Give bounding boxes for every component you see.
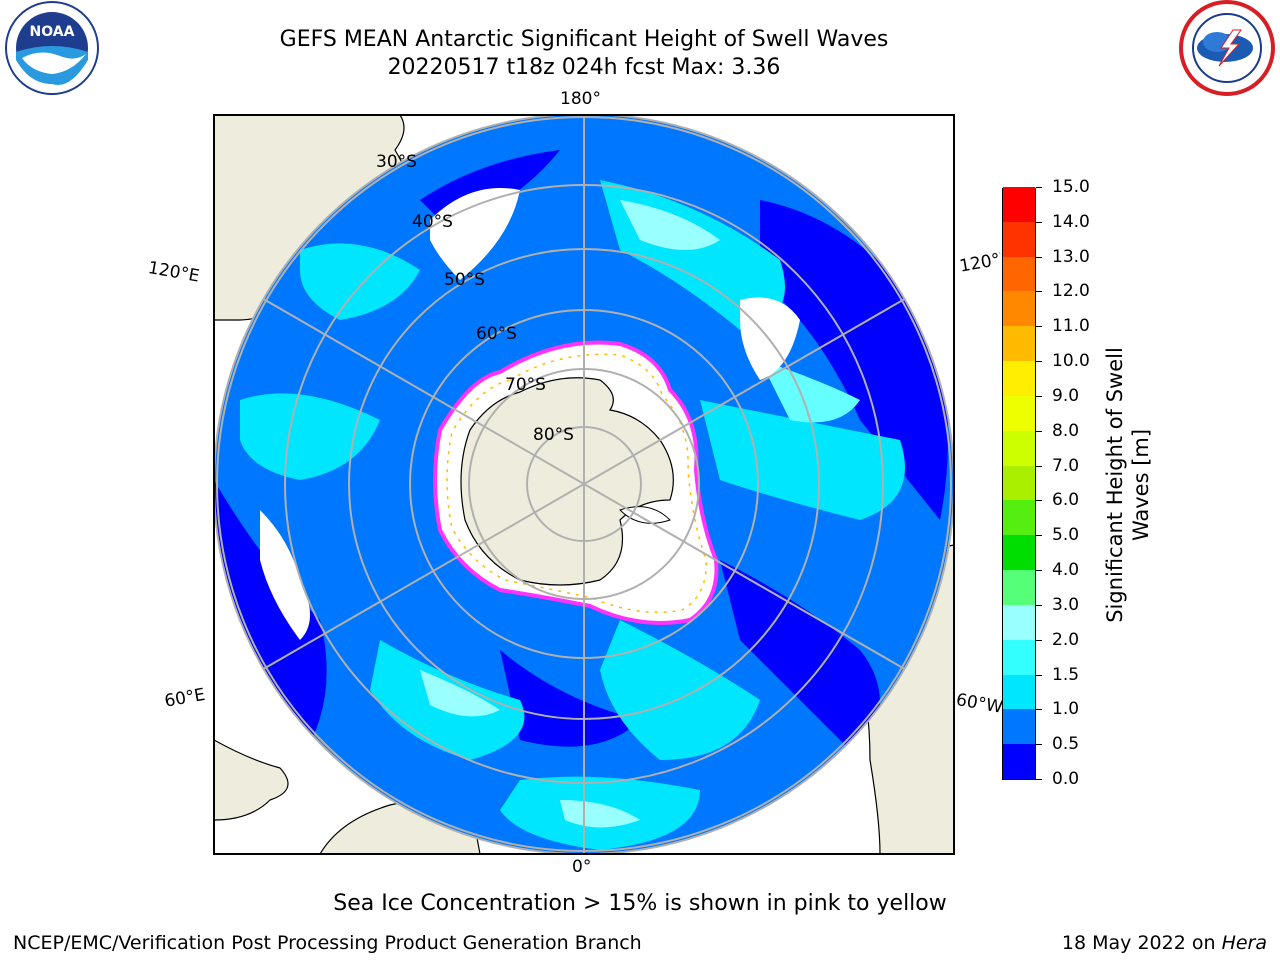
footer-date-text: 18 May 2022 on [1061, 932, 1222, 954]
colorbar-tick-mark [1036, 430, 1042, 432]
colorbar-tick-mark [1036, 535, 1042, 537]
colorbar-band [1003, 290, 1035, 327]
graticule [214, 115, 954, 854]
parallel-label-80s: 80°S [533, 425, 574, 445]
polar-map [213, 114, 955, 855]
colorbar-tick-mark [1036, 361, 1042, 363]
chart-subtitle: 20220517 t18z 024h fcst Max: 3.36 [387, 55, 781, 80]
colorbar-tick-label: 0.5 [1052, 734, 1080, 755]
footer-date: 18 May 2022 on Hera [1062, 932, 1267, 954]
colorbar-tick-mark [1036, 744, 1042, 746]
colorbar-band [1003, 708, 1035, 745]
colorbar-tick-mark [1036, 256, 1042, 258]
colorbar-tick-label: 4.0 [1052, 560, 1080, 581]
colorbar-tick-label: 5.0 [1052, 525, 1080, 546]
chart-title: GEFS MEAN Antarctic Significant Height o… [279, 27, 889, 52]
colorbar-tick-label: 1.0 [1052, 699, 1080, 720]
colorbar-tick-label: 0.0 [1052, 769, 1080, 789]
colorbar-tick-label: 8.0 [1052, 420, 1080, 441]
meridian-label-0: 0° [572, 857, 592, 877]
parallel-label-50s: 50°S [444, 270, 485, 290]
colorbar-band [1003, 604, 1035, 640]
colorbar-band [1003, 430, 1035, 466]
colorbar-band [1003, 395, 1035, 431]
colorbar-tick-label: 15.0 [1052, 177, 1090, 197]
colorbar-band [1003, 534, 1035, 571]
colorbar-band [1003, 221, 1035, 257]
noaa-logo-text: NOAA [30, 24, 75, 40]
map-frame [213, 114, 955, 855]
footer-host: Hera [1221, 932, 1267, 954]
colorbar-tick-mark [1036, 326, 1042, 328]
colorbar-band [1003, 639, 1035, 675]
colorbar-tick-label: 9.0 [1052, 385, 1080, 406]
colorbar-tick-mark [1036, 604, 1042, 606]
colorbar-label: Significant Height of Swell Waves [m] [1102, 347, 1154, 623]
colorbar-tick-mark [1036, 709, 1042, 711]
colorbar-label-line1: Significant Height of Swell [1103, 347, 1127, 623]
colorbar-tick-mark [1036, 395, 1042, 397]
colorbar-band [1003, 743, 1035, 779]
colorbar-tick-mark [1036, 570, 1042, 572]
colorbar-tick-mark [1036, 221, 1042, 223]
colorbar-tick-label: 6.0 [1052, 490, 1080, 511]
colorbar [1002, 186, 1036, 780]
parallel-label-30s: 30°S [376, 152, 417, 172]
parallel-label-70s: 70°S [505, 375, 546, 395]
colorbar-tick-label: 3.0 [1052, 594, 1080, 615]
colorbar-tick-label: 11.0 [1052, 316, 1090, 337]
sea-ice-note: Sea Ice Concentration > 15% is shown in … [333, 891, 947, 916]
footer-credit: NCEP/EMC/Verification Post Processing Pr… [13, 932, 642, 954]
colorbar-tick-label: 7.0 [1052, 455, 1080, 476]
colorbar-tick-mark [1036, 187, 1042, 188]
colorbar-tick-mark [1036, 639, 1042, 641]
colorbar-tick-mark [1036, 674, 1042, 676]
colorbar-tick-mark [1036, 779, 1042, 780]
colorbar-tick-label: 10.0 [1052, 351, 1090, 372]
colorbar-band [1003, 186, 1035, 222]
meridian-label-180: 180° [560, 89, 601, 109]
colorbar-tick-label: 2.0 [1052, 629, 1080, 650]
colorbar-tick-mark [1036, 465, 1042, 467]
colorbar-tick-label: 12.0 [1052, 281, 1090, 302]
colorbar-band [1003, 256, 1035, 292]
nws-logo [1175, 0, 1280, 100]
colorbar-label-line2: Waves [m] [1129, 428, 1153, 542]
colorbar-tick-label: 13.0 [1052, 246, 1090, 267]
parallel-label-60s: 60°S [476, 324, 517, 344]
noaa-logo: NOAA [0, 0, 105, 100]
colorbar-band [1003, 325, 1035, 362]
colorbar-tick-label: 14.0 [1052, 211, 1090, 232]
colorbar-band [1003, 499, 1035, 536]
colorbar-tick-mark [1036, 291, 1042, 293]
colorbar-band [1003, 569, 1035, 605]
colorbar-tick-label: 1.5 [1052, 664, 1080, 685]
colorbar-ticks: 0.0 0.5 1.0 1.5 2.0 3.0 4.0 5.0 6.0 7.0 8.0 9.0 10.0… [1036, 0, 1096, 960]
parallel-label-40s: 40°S [412, 212, 453, 232]
colorbar-band [1003, 465, 1035, 501]
colorbar-band [1003, 360, 1035, 396]
colorbar-tick-mark [1036, 500, 1042, 502]
colorbar-band [1003, 674, 1035, 710]
